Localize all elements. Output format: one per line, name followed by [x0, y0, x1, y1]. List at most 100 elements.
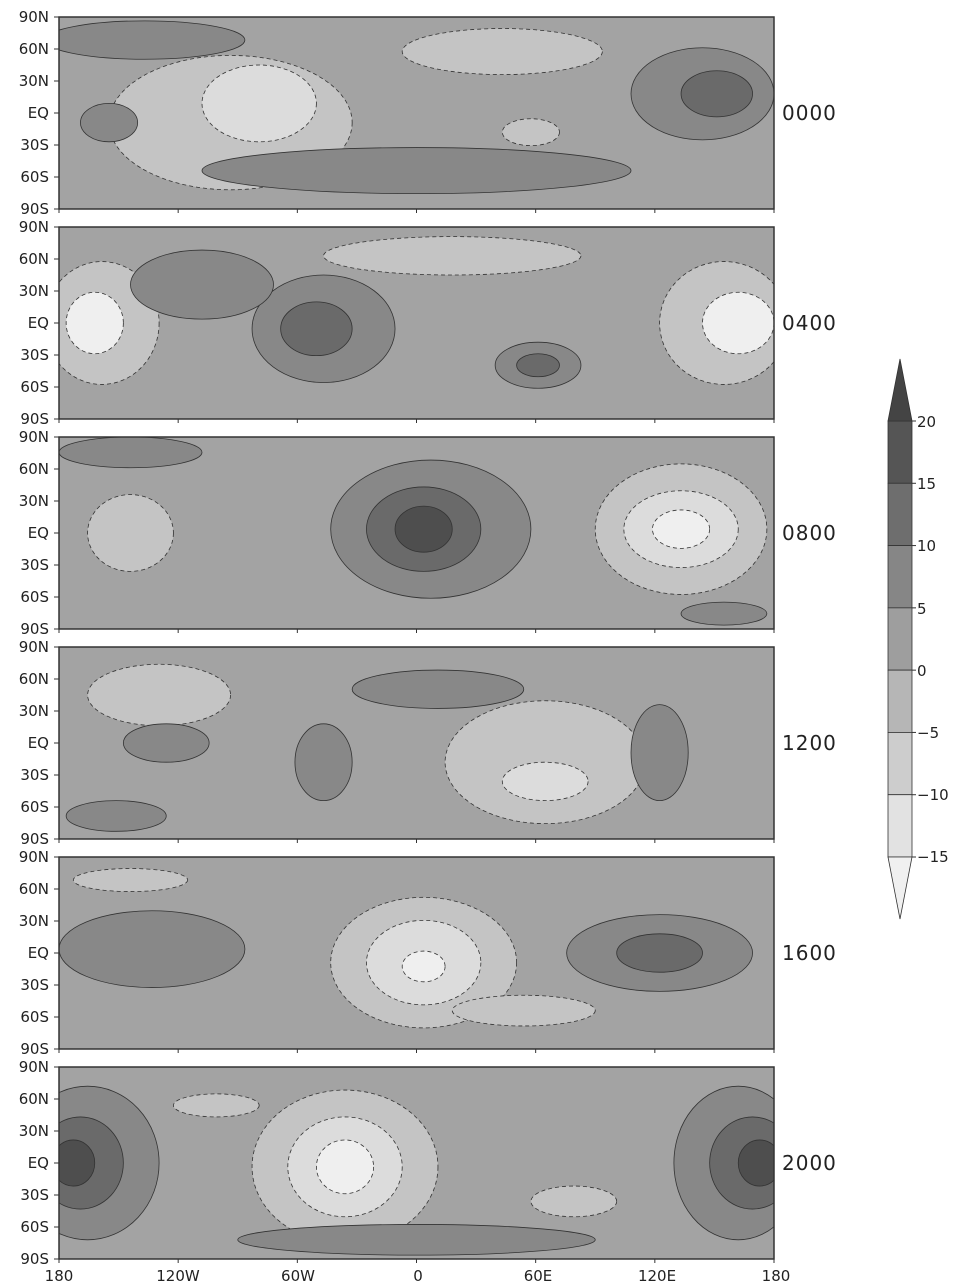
y-tick-label: EQ: [28, 314, 49, 332]
y-tick-label: 90N: [19, 638, 49, 656]
panel-0400: 90N 60N 30N EQ 30S 60S 90S 0400: [19, 218, 836, 428]
x-tick-label: 120W: [156, 1267, 200, 1285]
positive-contour-region: [280, 301, 353, 357]
positive-contour-region: [351, 669, 525, 709]
y-tick-label: EQ: [28, 734, 49, 752]
negative-contour-region: [401, 950, 446, 983]
panel-1200: 90N 60N 30N EQ 30S 60S 90S 1200: [19, 638, 836, 848]
colorbar-segment: [887, 794, 913, 858]
y-tick-label: 30S: [20, 346, 49, 364]
colorbar-tick-label: 10: [917, 537, 936, 555]
y-tick-label: 60S: [20, 1008, 49, 1026]
contour-field: [65, 663, 689, 832]
panel-0800: 90N 60N 30N EQ 30S 60S 90S 0800: [19, 428, 837, 638]
y-tick-label: 60S: [20, 378, 49, 396]
y-tick-label: 60N: [19, 880, 49, 898]
y-tick-label: EQ: [28, 944, 49, 962]
y-tick-label: 60S: [20, 1218, 49, 1236]
y-tick-label: 30N: [19, 492, 49, 510]
y-tick-label: 30S: [20, 1186, 49, 1204]
positive-contour-region: [680, 601, 768, 626]
y-tick-label: 90S: [20, 1250, 49, 1268]
panel-1600: 90N 60N 30N EQ 30S 60S 90S 1600: [19, 848, 837, 1058]
positive-contour-region: [122, 723, 210, 763]
colorbar-tick-label: 15: [917, 475, 936, 493]
positive-contour-region: [201, 147, 632, 195]
negative-contour-region: [401, 28, 603, 76]
y-tick-label: 90N: [19, 428, 49, 446]
negative-contour-region: [501, 761, 589, 802]
colorbar-tick-label: 20: [917, 413, 936, 431]
positive-contour-region: [59, 20, 246, 60]
colorbar-segment: [887, 669, 913, 733]
x-axis: 180 120W 60W 0 60E 120E 180: [45, 1267, 791, 1285]
y-tick-label: 60S: [20, 168, 49, 186]
negative-contour-region: [72, 868, 189, 892]
y-tick-label: 30S: [20, 136, 49, 154]
negative-contour-region: [652, 509, 711, 549]
y-tick-label: 60N: [19, 670, 49, 688]
colorbar-segment: [887, 607, 913, 671]
negative-contour-region: [65, 291, 124, 355]
y-tick-label: 30N: [19, 72, 49, 90]
y-tick-label: 90S: [20, 200, 49, 218]
contour-field: [59, 437, 768, 626]
colorbar-tick-label: −10: [917, 786, 949, 804]
y-tick-label: EQ: [28, 1154, 49, 1172]
positive-contour-region: [630, 704, 689, 801]
x-tick-label: 180: [762, 1267, 791, 1285]
negative-contour-region: [87, 494, 174, 572]
y-tick-label: 30N: [19, 702, 49, 720]
y-tick-label: 90S: [20, 1040, 49, 1058]
colorbar-extend-top: [887, 358, 913, 422]
colorbar: [887, 358, 916, 920]
negative-contour-region: [87, 663, 232, 727]
positive-contour-region: [616, 933, 703, 973]
colorbar-tick-label: 0: [917, 662, 927, 680]
colorbar-tick-label: −15: [917, 848, 949, 866]
panel-label: 1600: [782, 941, 837, 965]
negative-contour-region: [501, 118, 560, 147]
contour-field: [59, 20, 774, 195]
y-tick-label: 90S: [20, 620, 49, 638]
panel-0000: 90N 60N 30N EQ 30S 60S 90S 0000: [19, 8, 837, 218]
colorbar-tick-label: −5: [917, 724, 939, 742]
colorbar-segment: [887, 732, 913, 796]
y-tick-label: 60S: [20, 798, 49, 816]
positive-contour-region: [680, 70, 753, 118]
positive-contour-region: [80, 102, 139, 143]
panel-label: 0000: [782, 101, 837, 125]
y-tick-label: 90N: [19, 1058, 49, 1076]
y-tick-label: 90S: [20, 410, 49, 428]
positive-contour-region: [294, 723, 353, 801]
y-tick-label: 90S: [20, 830, 49, 848]
negative-contour-region: [530, 1185, 618, 1218]
y-tick-label: 60N: [19, 1090, 49, 1108]
negative-contour-region: [315, 1139, 374, 1195]
colorbar-extend-bottom: [887, 856, 913, 920]
y-tick-label: 30N: [19, 282, 49, 300]
panel-label: 0800: [782, 521, 837, 545]
negative-contour-region: [702, 291, 774, 355]
x-tick-label: 180: [45, 1267, 74, 1285]
y-tick-label: 90N: [19, 848, 49, 866]
negative-contour-region: [201, 64, 317, 143]
panels: 90N 60N 30N EQ 30S 60S 90S 0000 90N 60N 30N EQ 30S 60…: [19, 8, 837, 1268]
panel-2000: 90N 60N 30N EQ 30S 60S 90S 2000: [19, 1058, 837, 1268]
y-tick-label: 60S: [20, 588, 49, 606]
contour-field: [59, 236, 774, 389]
y-tick-label: 60N: [19, 40, 49, 58]
y-tick-label: EQ: [28, 104, 49, 122]
panel-label: 2000: [782, 1151, 837, 1175]
x-tick-label: 60E: [524, 1267, 553, 1285]
colorbar-segment: [887, 420, 913, 484]
positive-contour-region: [65, 800, 167, 832]
colorbar-labels: 20 15 10 5 0 −5 −10 −15: [917, 413, 949, 866]
colorbar-segment: [887, 482, 913, 546]
x-tick-label: 120E: [638, 1267, 676, 1285]
y-tick-label: 30S: [20, 976, 49, 994]
positive-contour-region: [130, 249, 274, 320]
y-tick-label: 30N: [19, 912, 49, 930]
positive-contour-region: [59, 1139, 96, 1187]
